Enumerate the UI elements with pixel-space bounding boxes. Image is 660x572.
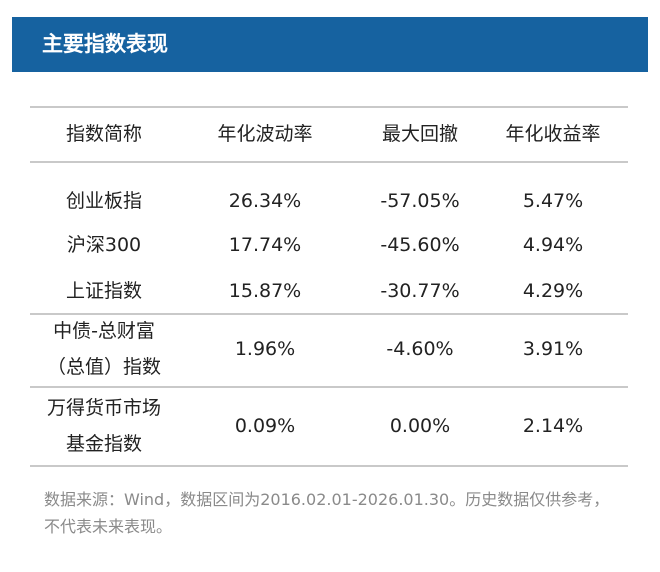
row-value: 4.29% (522, 280, 584, 302)
column-header: 年化波动率 (217, 123, 313, 145)
table-rule (30, 465, 628, 467)
row-value: 4.94% (522, 234, 584, 256)
header-title: 主要指数表现 (42, 32, 168, 56)
row-value: 1.96% (234, 338, 296, 360)
column-header: 最大回撤 (381, 123, 459, 145)
table-rule (30, 386, 628, 388)
table-rule (30, 106, 628, 108)
row-value: -45.60% (380, 234, 460, 256)
row-value: 0.00% (389, 415, 451, 437)
row-value: 0.09% (234, 415, 296, 437)
table-rule (30, 161, 628, 163)
row-value: -30.77% (380, 280, 460, 302)
row-value: 3.91% (522, 338, 584, 360)
column-header: 指数简称 (65, 123, 143, 145)
row-name: 创业板指 (65, 190, 143, 212)
row-name-line: （总值）指数 (46, 356, 162, 378)
row-value: 17.74% (228, 234, 302, 256)
row-value: 5.47% (522, 190, 584, 212)
row-name-line: 万得货币市场 (46, 397, 162, 419)
footnote: 数据来源：Wind，数据区间为2016.02.01-2026.01.30。历史数… (44, 490, 610, 536)
row-name: 上证指数 (65, 280, 143, 302)
row-name: 沪深300 (66, 234, 142, 256)
header-banner: 主要指数表现 (12, 17, 648, 72)
row-name: 万得货币市场 基金指数 (47, 390, 161, 462)
table-rule (30, 313, 628, 315)
column-header: 年化收益率 (505, 123, 601, 145)
row-value: -4.60% (386, 338, 454, 360)
row-name-line: 中债-总财富 (53, 320, 155, 342)
row-name: 中债-总财富 （总值）指数 (47, 313, 161, 385)
row-value: -57.05% (380, 190, 460, 212)
row-value: 2.14% (522, 415, 584, 437)
row-name-line: 基金指数 (65, 433, 143, 455)
row-value: 26.34% (228, 190, 302, 212)
row-value: 15.87% (228, 280, 302, 302)
